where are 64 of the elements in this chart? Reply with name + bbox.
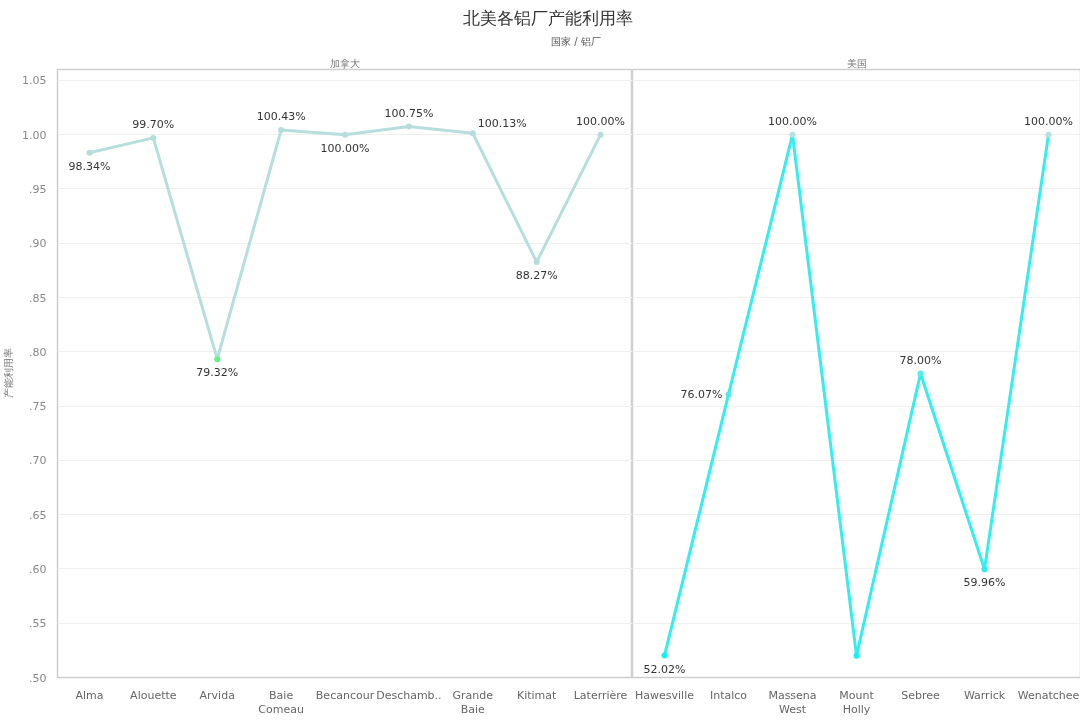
point	[853, 652, 860, 659]
point	[342, 131, 348, 138]
x-tick-label: Alouette	[130, 688, 177, 702]
y-tick-label: .80	[29, 345, 47, 359]
data-label: 100.00%	[320, 141, 370, 155]
point	[1045, 131, 1052, 138]
y-axis-title: 产能利用率	[3, 348, 15, 399]
point	[725, 391, 732, 398]
y-tick-label: .55	[29, 617, 47, 631]
x-tick-label: Kitimat	[516, 688, 558, 702]
x-tick-label: Massena West	[768, 688, 817, 716]
data-label: 100.43%	[256, 109, 306, 123]
chart-subtitle: 加拿大	[330, 57, 360, 69]
x-tick-label: Arvida	[199, 688, 235, 702]
x-tick-label: Baie Comeau	[258, 688, 304, 716]
x-tick-label: Warrick	[963, 688, 1006, 702]
x-axis-title: 国家 / 铝厂	[550, 35, 602, 48]
data-label: 100.13%	[477, 117, 527, 131]
x-tick-label: Sebree	[901, 688, 941, 702]
data-label: 79.32%	[196, 366, 239, 380]
point	[597, 131, 604, 138]
data-label: 100.75%	[384, 106, 434, 120]
data-label: 88.27%	[515, 269, 558, 282]
data-label: 100.00%	[768, 114, 817, 128]
y-tick-label: .95	[29, 182, 47, 196]
data-label: 52.02%	[643, 662, 686, 676]
chart-title: 北美各铝厂产能利用率	[463, 7, 633, 29]
data-label: 100.00%	[576, 114, 626, 128]
data-label: 99.70%	[132, 117, 175, 131]
chart-subtitle: 美国	[846, 57, 867, 69]
point	[469, 130, 476, 137]
point	[789, 131, 796, 138]
data-label: 76.07%	[680, 387, 723, 401]
y-tick-label: .75	[29, 400, 47, 414]
y-tick-label: .60	[29, 562, 47, 576]
x-tick-label: Deschamb..	[376, 688, 442, 702]
point	[214, 356, 221, 363]
x-tick-label: Becancour	[315, 688, 375, 702]
point	[278, 126, 285, 133]
y-tick-label: .65	[29, 508, 47, 522]
y-tick-label: 1.05	[22, 74, 47, 88]
x-tick-label: Hawesville	[635, 688, 695, 702]
y-tick-label: .85	[29, 291, 47, 305]
point	[405, 123, 412, 130]
data-label: 100.00%	[1024, 114, 1073, 128]
x-tick-label: Mount Holly	[839, 688, 875, 716]
point	[661, 652, 668, 659]
x-tick-label: Wenatchee	[1017, 688, 1080, 702]
y-tick-label: .70	[29, 454, 47, 468]
y-tick-label: .50	[29, 671, 47, 685]
data-label: 59.96%	[963, 576, 1006, 590]
point	[533, 259, 540, 265]
point	[981, 566, 988, 573]
y-tick-label: .90	[29, 237, 47, 251]
point	[86, 149, 93, 156]
x-tick-label: Grande Baie	[452, 688, 494, 716]
data-label: 98.34%	[68, 159, 111, 173]
x-tick-label: Intalco	[709, 688, 748, 702]
point	[917, 370, 924, 377]
point	[150, 134, 157, 141]
data-label: 78.00%	[899, 353, 942, 367]
y-tick-label: 1.00	[22, 128, 47, 142]
x-tick-label: Laterrière	[573, 688, 628, 702]
x-tick-label: Alma	[75, 688, 104, 702]
